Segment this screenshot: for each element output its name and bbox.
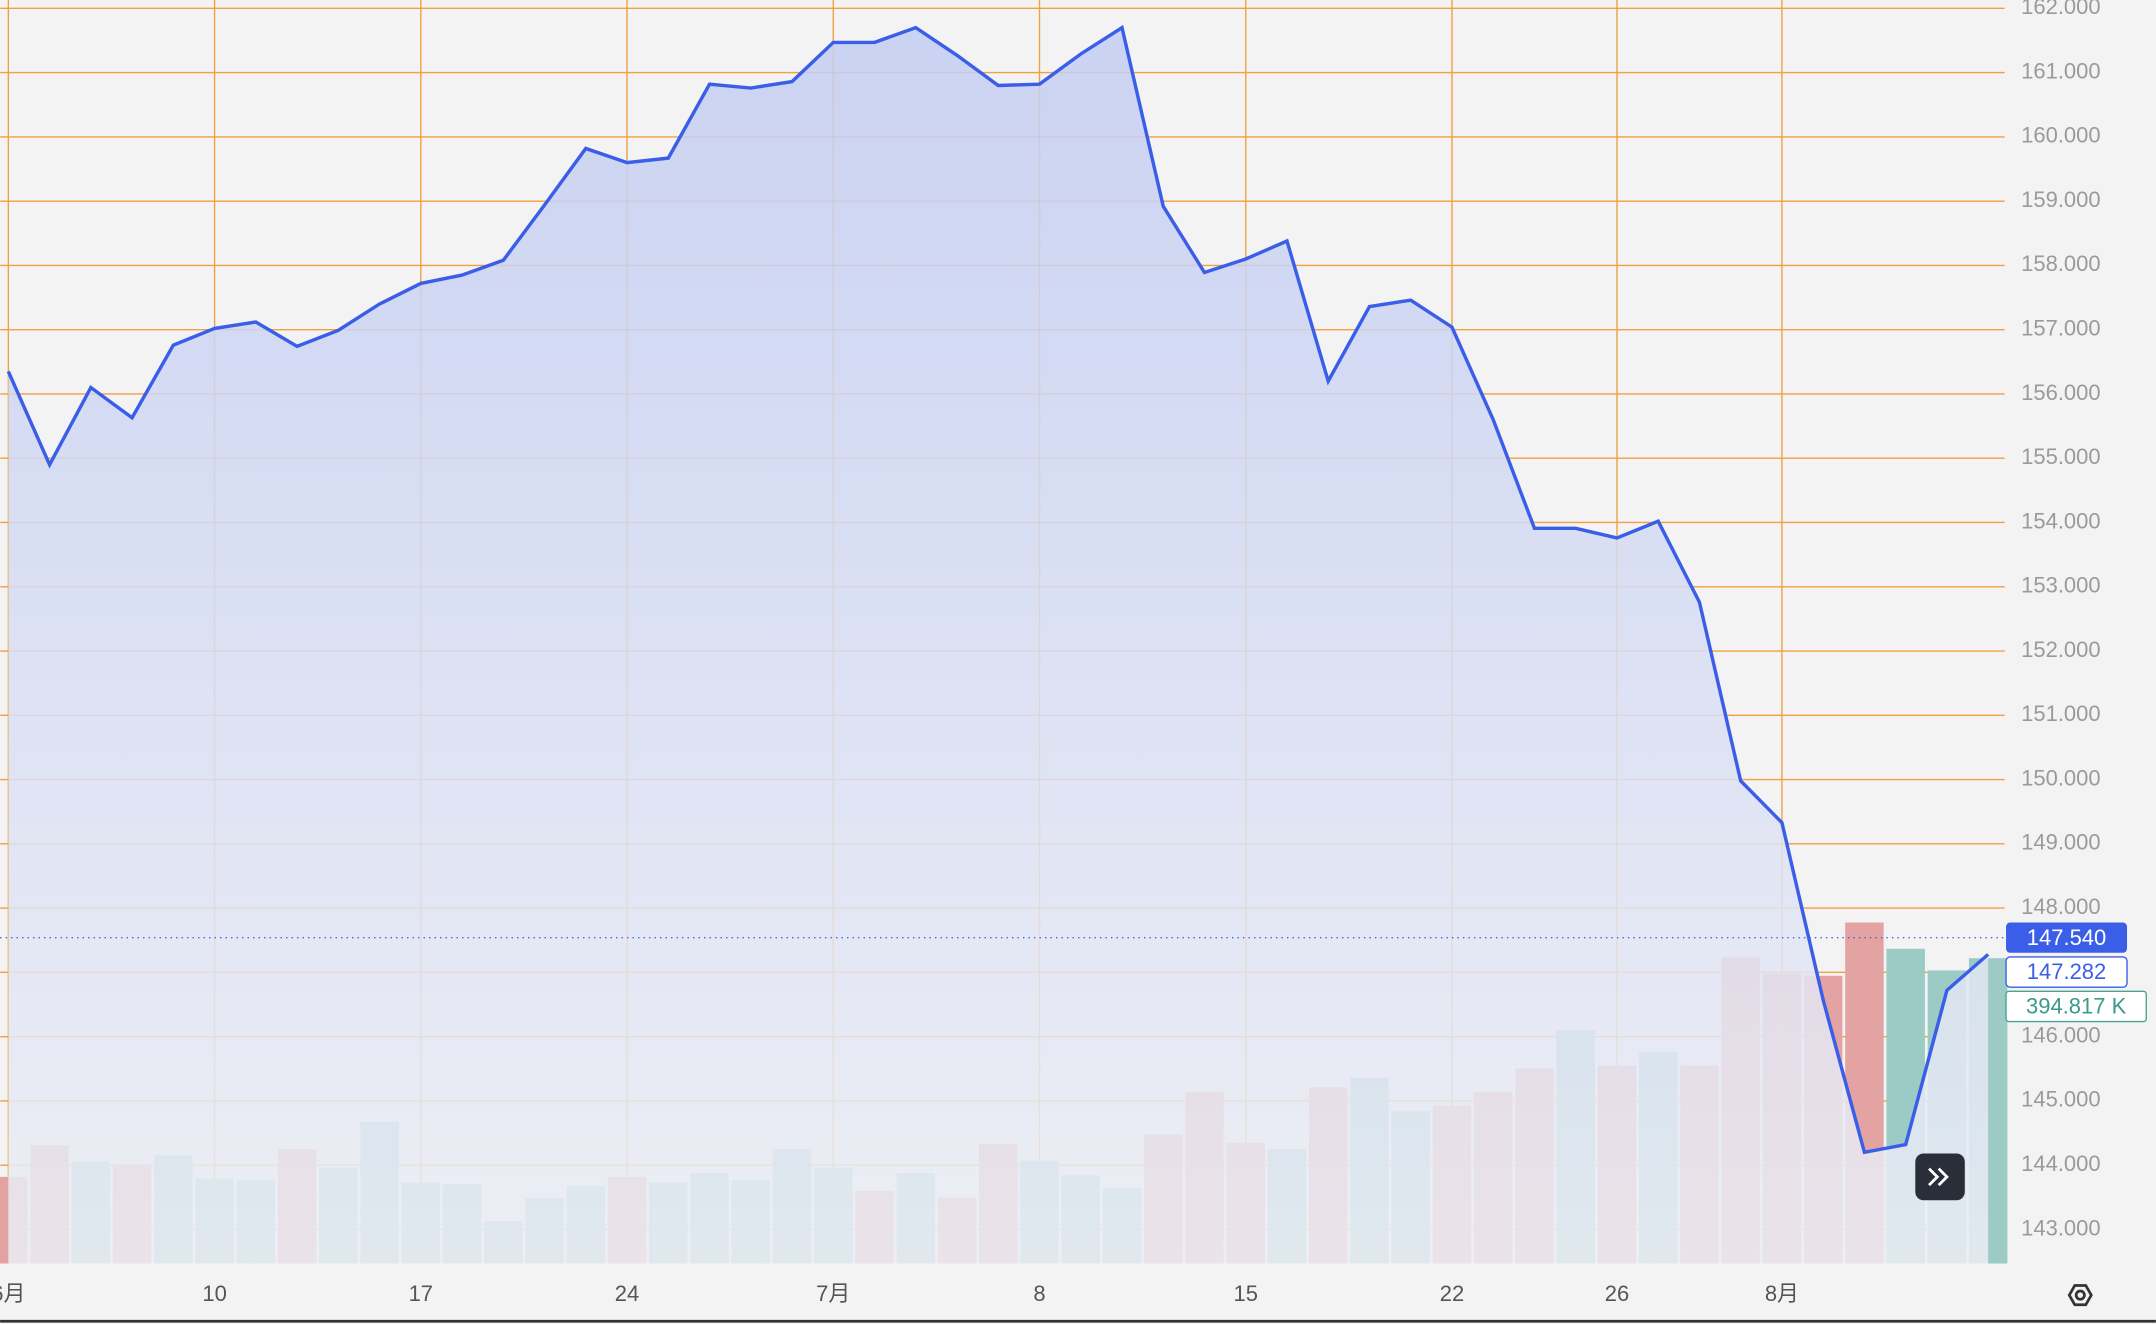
y-tick-label: 144.000 [2021,1151,2100,1176]
x-tick-label: 7月 [816,1281,850,1306]
y-tick-label: 153.000 [2021,573,2100,598]
settings-icon[interactable] [2067,1284,2093,1307]
x-tick-label: 17 [409,1281,433,1306]
last-price-box [2006,922,2128,953]
y-tick-label: 158.000 [2021,251,2100,276]
x-tick-label: 8月 [1765,1281,1799,1306]
prev-price-box [2005,956,2128,988]
y-tick-label: 156.000 [2021,380,2100,405]
y-tick-label: 157.000 [2021,316,2100,341]
y-tick-label: 159.000 [2021,187,2100,212]
plot [0,24,2008,1264]
last-price-label: 147.540 [2027,925,2106,950]
y-tick-label: 146.000 [2021,1022,2100,1047]
y-tick-label: 154.000 [2021,508,2100,533]
price-line [6,24,1990,1155]
y-tick-label: 152.000 [2021,637,2100,662]
y-tick-label: 160.000 [2021,123,2100,148]
x-tick-label: 10 [202,1281,226,1306]
y-tick-label: 151.000 [2021,701,2100,726]
x-tick-label: 6月 [0,1281,25,1306]
y-tick-label: 150.000 [2021,765,2100,790]
x-tick-label: 8 [1033,1281,1045,1306]
x-tick-label: 15 [1233,1281,1257,1306]
y-tick-label: 145.000 [2021,1087,2100,1112]
y-tick-label: 149.000 [2021,830,2100,855]
scroll-button[interactable] [1915,1153,1965,1201]
y-tick-label: 148.000 [2021,894,2100,919]
y-tick-label: 161.000 [2021,58,2100,83]
x-tick-label: 24 [615,1281,639,1306]
x-tick-label: 26 [1605,1281,1629,1306]
y-tick-label: 162.000 [2021,0,2100,19]
volume-box [2005,990,2147,1023]
volume-label: 394.817 K [2026,994,2127,1019]
price-area [8,27,1989,1264]
y-tick-label: 143.000 [2021,1215,2100,1240]
y-tick-label: 155.000 [2021,444,2100,469]
x-tick-label: 22 [1440,1281,1464,1306]
prev-price-label: 147.282 [2027,959,2106,984]
